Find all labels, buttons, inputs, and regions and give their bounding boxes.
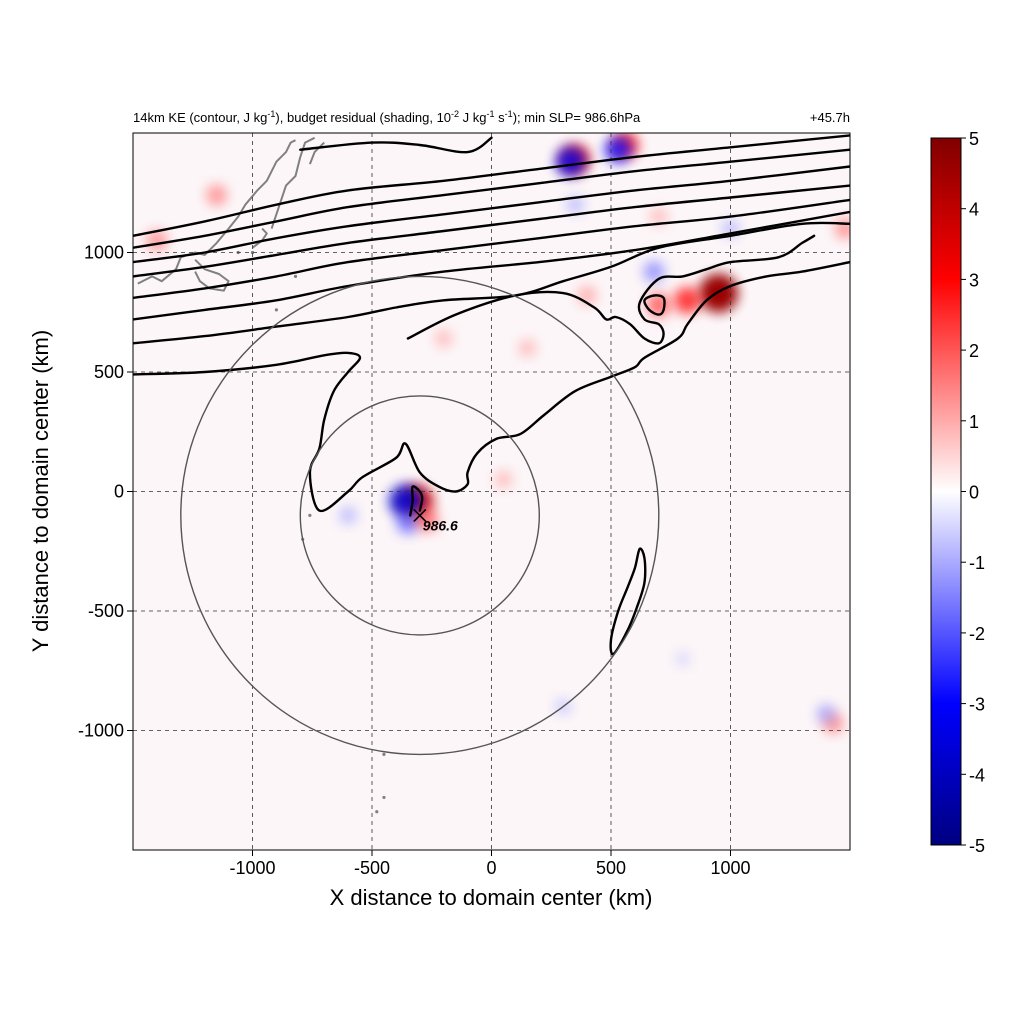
range-rings	[180, 275, 660, 756]
coastline-0	[137, 139, 296, 285]
ke-contour-top-4	[133, 165, 850, 264]
residual-hotspot-9	[388, 484, 422, 518]
y-tick-label-1: -500	[88, 601, 124, 621]
island-dot-6	[375, 810, 379, 814]
ke-contour-top-5	[133, 184, 850, 278]
y-tick-label-0: -1000	[78, 721, 124, 741]
residual-hotspot-18	[816, 704, 836, 724]
colorbar-tick-label-2: 3	[969, 270, 979, 290]
x-tick-label-2: 0	[486, 858, 496, 878]
residual-hotspot-1	[673, 286, 701, 314]
x-tick-label-0: -1000	[229, 858, 275, 878]
forecast-hour-label: +45.7h	[810, 110, 850, 125]
residual-hotspot-0	[699, 273, 739, 313]
colorbar-tick-label-9: -4	[969, 765, 985, 785]
chart-title: 14km KE (contour, J kg-1), budget residu…	[133, 109, 641, 125]
colorbar-tick-label-10: -5	[969, 836, 985, 856]
title-sup-4: -1	[505, 109, 513, 119]
coastline-4	[308, 141, 325, 165]
y-tick-label-2: 0	[114, 482, 124, 502]
y-tick-label-4: 1000	[84, 243, 124, 263]
residual-shading	[146, 133, 850, 734]
ke-contour-south	[609, 547, 647, 656]
residual-hotspot-24	[494, 470, 513, 489]
colorbar	[930, 137, 962, 846]
colorbar-tick-label-6: -1	[969, 553, 985, 573]
range-ring-0	[299, 395, 540, 636]
title-part-2: ), budget residual (shading, 10	[275, 110, 451, 125]
ke-contour-inner	[406, 234, 816, 345]
title-part-1: 14km KE (contour, J kg	[133, 110, 267, 125]
colorbar-ticks: 5 4 3 2 1 0 -1 -2 -3 -4 -5	[961, 129, 985, 856]
ke-contour-top-6	[133, 198, 850, 300]
residual-hotspot-7	[643, 261, 665, 283]
title-part-5: ); min SLP= 986.6hPa	[513, 110, 641, 125]
colorbar-tick-label-7: -2	[969, 624, 985, 644]
range-ring-1	[180, 275, 660, 756]
plot-area: 986.6	[133, 133, 850, 850]
x-tick-label-4: 1000	[710, 858, 750, 878]
island-dot-1	[274, 308, 278, 312]
colorbar-tick-label-5: 0	[969, 483, 979, 503]
ke-contour-loop	[643, 294, 666, 316]
ke-contour-storm	[409, 485, 424, 517]
residual-hotspot-23	[339, 506, 358, 525]
coastline-3	[251, 227, 268, 249]
island-dot-4	[382, 752, 386, 757]
x-axis-ticks: -1000 -500 0 500 1000	[229, 850, 751, 878]
residual-hotspot-4	[555, 146, 586, 177]
title-part-3: J kg	[459, 110, 486, 125]
ke-contours	[133, 134, 850, 656]
ke-contour-mid	[133, 260, 850, 513]
ke-contour-top-2	[133, 134, 850, 237]
storm-marker: 986.6	[413, 508, 458, 533]
title-part-4: s	[495, 110, 506, 125]
colorbar-tick-label-4: 1	[969, 412, 979, 432]
x-axis-label: X distance to domain center (km)	[330, 885, 653, 910]
colorbar-tick-label-1: 4	[969, 200, 979, 220]
min-slp-marker	[413, 508, 427, 522]
ke-contour-top-3	[133, 148, 850, 249]
residual-hotspot-26	[674, 651, 691, 667]
x-tick-label-3: 500	[596, 858, 626, 878]
min-slp-label: 986.6	[423, 517, 458, 533]
residual-hotspot-22	[834, 218, 850, 240]
residual-hotspot-15	[518, 339, 537, 358]
y-axis-ticks: -1000 -500 0 500 1000	[78, 243, 133, 741]
ke-contour-top-7	[133, 210, 850, 321]
residual-hotspot-20	[649, 207, 668, 226]
ke-contour-top-1	[299, 136, 493, 154]
residual-hotspot-19	[566, 195, 585, 214]
y-tick-label-3: 500	[94, 362, 124, 382]
island-dot-7	[250, 250, 255, 255]
residual-hotspot-12	[206, 184, 228, 206]
colorbar-tick-label-0: 5	[969, 129, 979, 149]
y-axis-label: Y distance to domain center (km)	[28, 330, 53, 652]
residual-hotspot-6	[604, 136, 632, 164]
x-tick-label-1: -500	[354, 858, 390, 878]
island-dot-2	[308, 513, 312, 518]
title-sup-1: -1	[267, 109, 275, 119]
title-sup-3: -1	[487, 109, 495, 119]
island-dot-0	[293, 274, 298, 278]
residual-hotspot-10	[396, 511, 420, 534]
title-sup-2: -2	[451, 109, 459, 119]
colorbar-tick-label-8: -3	[969, 695, 985, 715]
residual-hotspot-14	[434, 329, 453, 348]
coastline-2	[270, 136, 316, 229]
island-dot-5	[382, 795, 386, 800]
colorbar-tick-label-3: 2	[969, 341, 979, 361]
